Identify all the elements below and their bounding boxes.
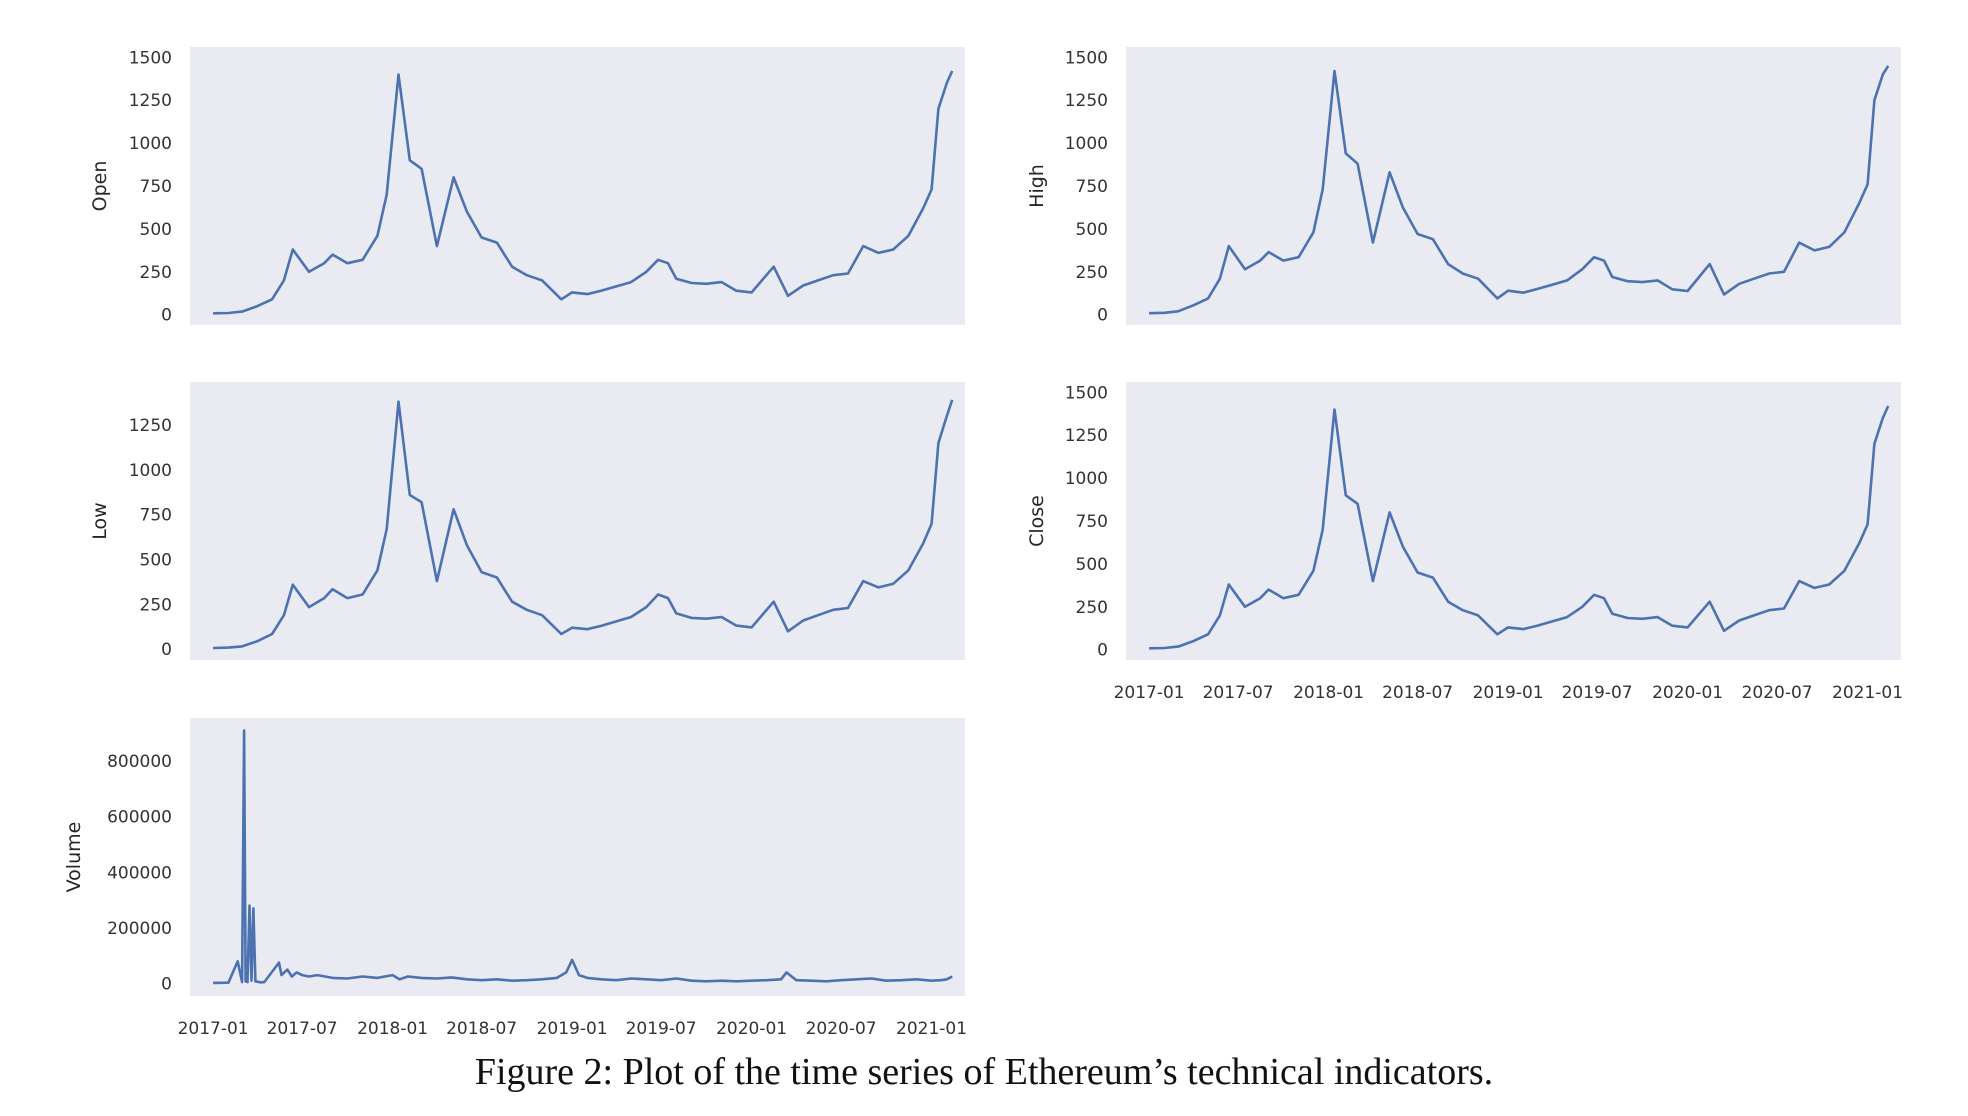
x-tick-label: 2019-07 [626,1019,697,1039]
y-tick-label: 1000 [129,461,172,481]
y-tick-label: 0 [1097,306,1108,326]
x-tick-label: 2021-01 [1832,683,1903,703]
x-tick-label: 2020-01 [716,1019,787,1039]
x-tick-label: 2019-01 [537,1019,608,1039]
chart-panel-high: 0 250 500 750 1000 1250 1500 High [1026,47,1901,326]
y-tick-label: 200000 [107,919,172,939]
y-axis-label: Volume [63,822,85,893]
y-tick-label: 400000 [107,863,172,883]
series-line-low [213,399,954,650]
x-tick-label: 2017-07 [267,1019,338,1039]
y-tick-label: 0 [1097,641,1108,661]
y-tick-label: 1250 [129,91,172,111]
chart-panel-volume: 0 200000 400000 600000 800000 2017-01 2017-07 2… [63,718,967,1039]
x-tick-label: 2021-01 [896,1019,967,1039]
plot-area [190,47,965,325]
y-tick-label: 750 [140,177,172,197]
plot-area [190,382,965,660]
chart-panel-close: 0 250 500 750 1000 1250 1500 2017-01 2017-07 2018… [1026,382,1903,703]
y-tick-label: 800000 [107,752,172,772]
x-tick-label: 2018-01 [1293,683,1364,703]
series-line-high [1149,65,1890,315]
y-tick-label: 0 [161,640,172,660]
y-tick-label: 500 [1076,220,1108,240]
chart-panel-open: 0 250 500 750 1000 1250 1500 Open [89,47,965,326]
plot-area [190,718,965,996]
y-tick-label: 500 [140,551,172,571]
y-tick-label: 1250 [129,416,172,436]
y-tick-label: 750 [140,506,172,526]
figure-caption: Figure 2: Plot of the time series of Eth… [474,1051,1494,1093]
series-line-open [213,70,954,315]
x-tick-label: 2018-07 [446,1019,517,1039]
y-tick-label: 500 [1076,555,1108,575]
y-tick-label: 1000 [1065,134,1108,154]
y-tick-label: 500 [140,220,172,240]
x-tick-label: 2018-07 [1382,683,1453,703]
y-tick-label: 250 [1076,263,1108,283]
y-tick-label: 1250 [1065,426,1108,446]
y-tick-label: 1500 [1065,48,1108,68]
y-axis-label: High [1026,164,1048,208]
y-tick-label: 250 [1076,598,1108,618]
y-axis-label: Open [89,161,111,212]
x-tick-label: 2020-07 [806,1019,877,1039]
y-tick-label: 1000 [1065,469,1108,489]
y-tick-label: 600000 [107,808,172,828]
y-tick-label: 250 [140,263,172,283]
y-tick-label: 1250 [1065,91,1108,111]
x-tick-label: 2019-07 [1562,683,1633,703]
y-tick-label: 250 [140,595,172,615]
y-tick-label: 0 [161,306,172,326]
y-tick-label: 1500 [1065,383,1108,403]
y-tick-label: 750 [1076,177,1108,197]
x-tick-label: 2019-01 [1473,683,1544,703]
y-tick-label: 0 [161,974,172,994]
x-tick-label: 2017-01 [1114,683,1185,703]
chart-panel-low: 0 250 500 750 1000 1250 Low [89,382,965,660]
x-tick-label: 2018-01 [357,1019,428,1039]
y-axis-label: Low [89,502,111,539]
plot-area [1126,382,1901,660]
x-tick-label: 2020-07 [1742,683,1813,703]
x-tick-label: 2020-01 [1652,683,1723,703]
y-axis-label: Close [1026,495,1048,547]
y-tick-label: 1500 [129,48,172,68]
y-tick-label: 750 [1076,512,1108,532]
plot-area [1126,47,1901,325]
x-tick-label: 2017-07 [1203,683,1274,703]
x-tick-label: 2017-01 [178,1019,249,1039]
y-tick-label: 1000 [129,134,172,154]
series-line-close [1149,405,1890,650]
series-line-volume [213,729,953,985]
